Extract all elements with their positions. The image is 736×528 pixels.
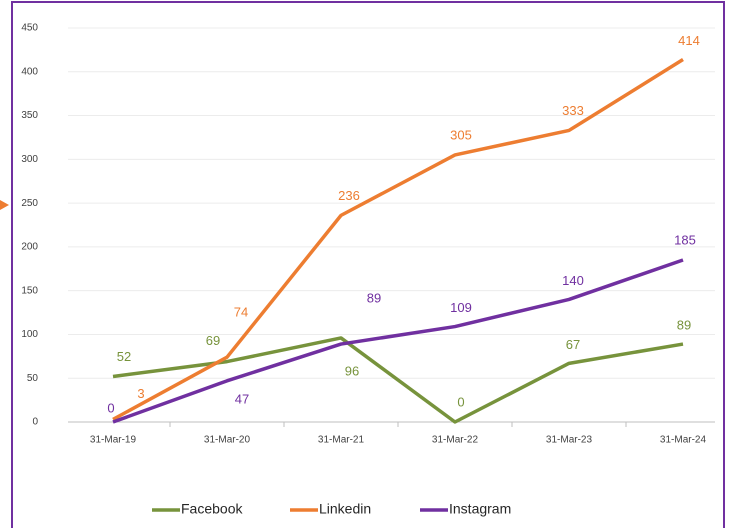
data-label: 414 [678, 33, 700, 48]
data-label: 305 [450, 127, 472, 142]
data-label: 333 [562, 103, 584, 118]
data-label: 52 [117, 349, 131, 364]
data-label: 96 [345, 363, 359, 378]
y-tick-label: 300 [21, 154, 38, 165]
y-tick-label: 150 [21, 285, 38, 296]
series-line [112, 58, 684, 421]
series-line [112, 336, 684, 424]
y-tick-label: 200 [21, 242, 38, 253]
plot: 52 69 96 0 67 89 3 74 236 305 333 414 0 47 89 109 140 185 [107, 33, 700, 424]
data-label: 236 [338, 188, 360, 203]
x-tick-label: 31-Mar-23 [546, 435, 593, 446]
frame [11, 1, 725, 528]
arrow-head [0, 200, 9, 210]
data-label: 69 [206, 333, 220, 348]
y-tick-label: 450 [21, 23, 38, 34]
data-label: 109 [450, 300, 472, 315]
x-tick-label: 31-Mar-19 [90, 435, 137, 446]
y-tick-label: 0 [32, 417, 38, 428]
y-tick-label: 50 [27, 373, 39, 384]
data-label: 67 [566, 337, 580, 352]
legend-label: Linkedin [319, 501, 371, 517]
data-label: 0 [107, 400, 114, 415]
x-tick-label: 31-Mar-20 [204, 435, 251, 446]
legend: Facebook Linkedin Instagram [152, 501, 511, 517]
data-label: 47 [235, 391, 249, 406]
data-label: 89 [677, 318, 691, 333]
y-tick-label: 350 [21, 110, 38, 121]
x-tick-label: 31-Mar-21 [318, 435, 365, 446]
data-label: 74 [234, 305, 248, 320]
legend-label: Instagram [449, 501, 511, 517]
y-tick-label: 400 [21, 66, 38, 77]
y-tick-label: 250 [21, 198, 38, 209]
legend-label: Facebook [181, 501, 243, 517]
data-label: 3 [137, 386, 144, 401]
x-tick-label: 31-Mar-22 [432, 435, 479, 446]
data-label: 140 [562, 273, 584, 288]
x-tick-label: 31-Mar-24 [660, 435, 707, 446]
data-label: 0 [457, 394, 464, 409]
y-tick-label: 100 [21, 329, 38, 340]
data-label: 89 [367, 291, 381, 306]
series-line [112, 258, 684, 424]
data-label: 185 [674, 232, 696, 247]
